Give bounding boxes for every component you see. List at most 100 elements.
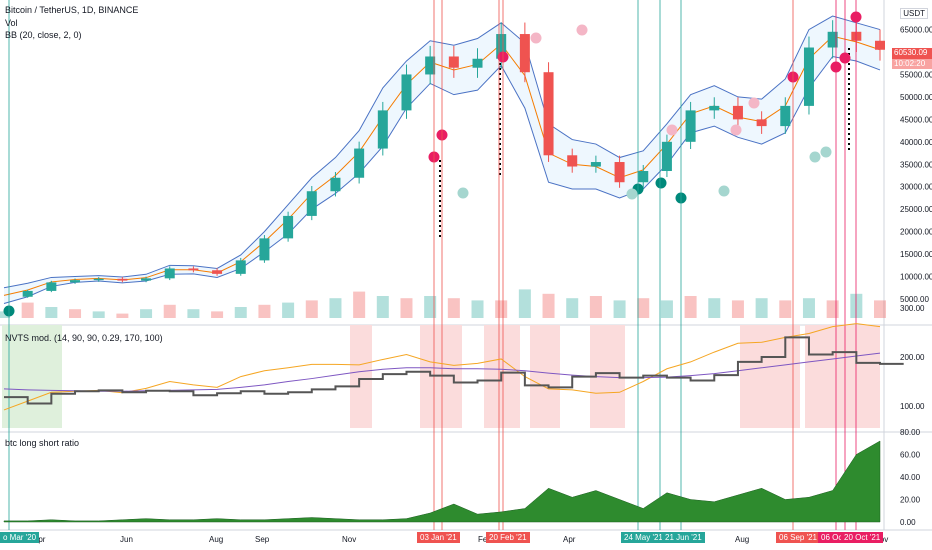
lsr-tick-label: 20.00 (900, 496, 921, 505)
time-axis-label: Apr (33, 535, 46, 544)
time-axis-label: Nov (342, 535, 356, 544)
volume-bar (234, 307, 247, 318)
volume-legend[interactable]: Vol (5, 18, 18, 28)
candle-body (259, 238, 270, 261)
date-tag-oct20: 20 Oct '21 (841, 532, 884, 543)
volume-bar (116, 313, 129, 318)
volume-bar (21, 302, 34, 318)
currency-badge[interactable]: USDT (900, 8, 928, 19)
candle-body (141, 278, 152, 281)
volume-bar (305, 300, 318, 318)
volume-bar (518, 289, 531, 318)
volume-bar (69, 309, 82, 318)
lsr-legend[interactable]: btc long short ratio (5, 438, 79, 448)
candle-body (638, 171, 649, 183)
volume-bar (282, 302, 295, 318)
date-tag-mar20: o Mar '20 (0, 532, 40, 543)
volume-bar (779, 300, 792, 318)
candle-body (188, 268, 199, 271)
candle-body (780, 105, 791, 127)
buy-signal-dot (809, 151, 821, 163)
candle-body (685, 110, 696, 142)
candle-body (827, 31, 838, 48)
countdown-tag: 10:02:20 (892, 59, 932, 69)
candle-body (472, 58, 483, 68)
time-axis-label: Feb (478, 535, 492, 544)
candle-body (93, 278, 104, 281)
candle-body (164, 268, 175, 279)
nvts-dark-step-line (4, 336, 904, 405)
lsr-tick-label: 60.00 (900, 451, 921, 460)
lsr-tick-label: 80.00 (900, 428, 921, 437)
lsr-title: btc long short ratio (5, 438, 80, 448)
candle-body (306, 191, 317, 216)
price-tick-label: 25000.00 (900, 205, 932, 214)
volume-bar (495, 300, 508, 318)
candle-body (614, 162, 625, 183)
date-tag-feb21: 20 Feb '21 (486, 532, 530, 543)
symbol-legend[interactable]: Bitcoin / TetherUS, 1D, BINANCE (5, 5, 138, 15)
price-tick-label: 5000.00 (900, 295, 929, 304)
volume-bar (874, 300, 886, 318)
volume-bar (211, 311, 224, 318)
candle-body (803, 47, 814, 106)
time-axis-label: Aug (209, 535, 223, 544)
time-axis-label: Aug (735, 535, 749, 544)
price-tick-label: 35000.00 (900, 160, 932, 169)
candle-body (448, 56, 459, 68)
price-tick-label: 30000.00 (900, 183, 932, 192)
nvts-green-band (2, 325, 62, 428)
bb-title: BB (20, close, 2, 0) (5, 30, 82, 40)
nvts-legend[interactable]: NVTS mod. (14, 90, 90, 0.29, 170, 100) (5, 333, 163, 343)
last-price-tag: 60530.09 (892, 48, 932, 59)
volume-bar (471, 300, 484, 318)
time-axis-label: Apr (563, 535, 576, 544)
volume-bar (826, 300, 839, 318)
volume-bar (613, 300, 626, 318)
volume-bar (447, 298, 460, 318)
sell-signal-dot (748, 97, 760, 109)
volume-bar (802, 298, 815, 318)
volume-bar (353, 291, 366, 318)
time-axis-label: Sep (255, 535, 270, 544)
date-tag-may21: 24 May '21 (621, 532, 666, 543)
volume-bar (329, 298, 342, 318)
volume-bar (140, 309, 153, 318)
candle-body (212, 270, 223, 274)
buy-signal-dot (457, 187, 469, 199)
bb-legend[interactable]: BB (20, close, 2, 0) (5, 30, 82, 40)
buy-signal-dot (626, 188, 638, 200)
volume-bar (589, 296, 602, 318)
candle-body (756, 119, 767, 127)
price-tick-label: 40000.00 (900, 138, 932, 147)
lsr-tick-label: 0.00 (900, 518, 916, 527)
volume-bar (376, 296, 389, 318)
buy-signal-dot (655, 177, 667, 189)
price-tick-label: 20000.00 (900, 228, 932, 237)
sell-signal-dot (530, 32, 542, 44)
nvts-tick-label: 200.00 (900, 353, 925, 362)
volume-bar (708, 298, 721, 318)
nvts-tick-label: 100.00 (900, 402, 925, 411)
candle-body (46, 282, 57, 291)
date-tag-sep21: 06 Sep '21 (776, 532, 821, 543)
symbol-title: Bitcoin / TetherUS, 1D, BINANCE (5, 5, 139, 15)
candle-body (519, 34, 530, 73)
candle-body (425, 56, 436, 75)
candle-body (496, 34, 507, 59)
volume-bar (660, 300, 673, 318)
lsr-area (3, 440, 881, 523)
candle-body (709, 105, 720, 111)
candle-body (117, 278, 128, 281)
candle-body (543, 72, 554, 156)
nvts-red-band (740, 325, 800, 428)
volume-bar (542, 293, 555, 318)
nvts-orange-line (3, 323, 881, 411)
candle-body (590, 162, 601, 167)
lsr-tick-label: 40.00 (900, 473, 921, 482)
date-tag-oct06: 06 Oc (818, 532, 846, 543)
candle-body (22, 290, 33, 297)
time-axis-label: Jun (120, 535, 133, 544)
